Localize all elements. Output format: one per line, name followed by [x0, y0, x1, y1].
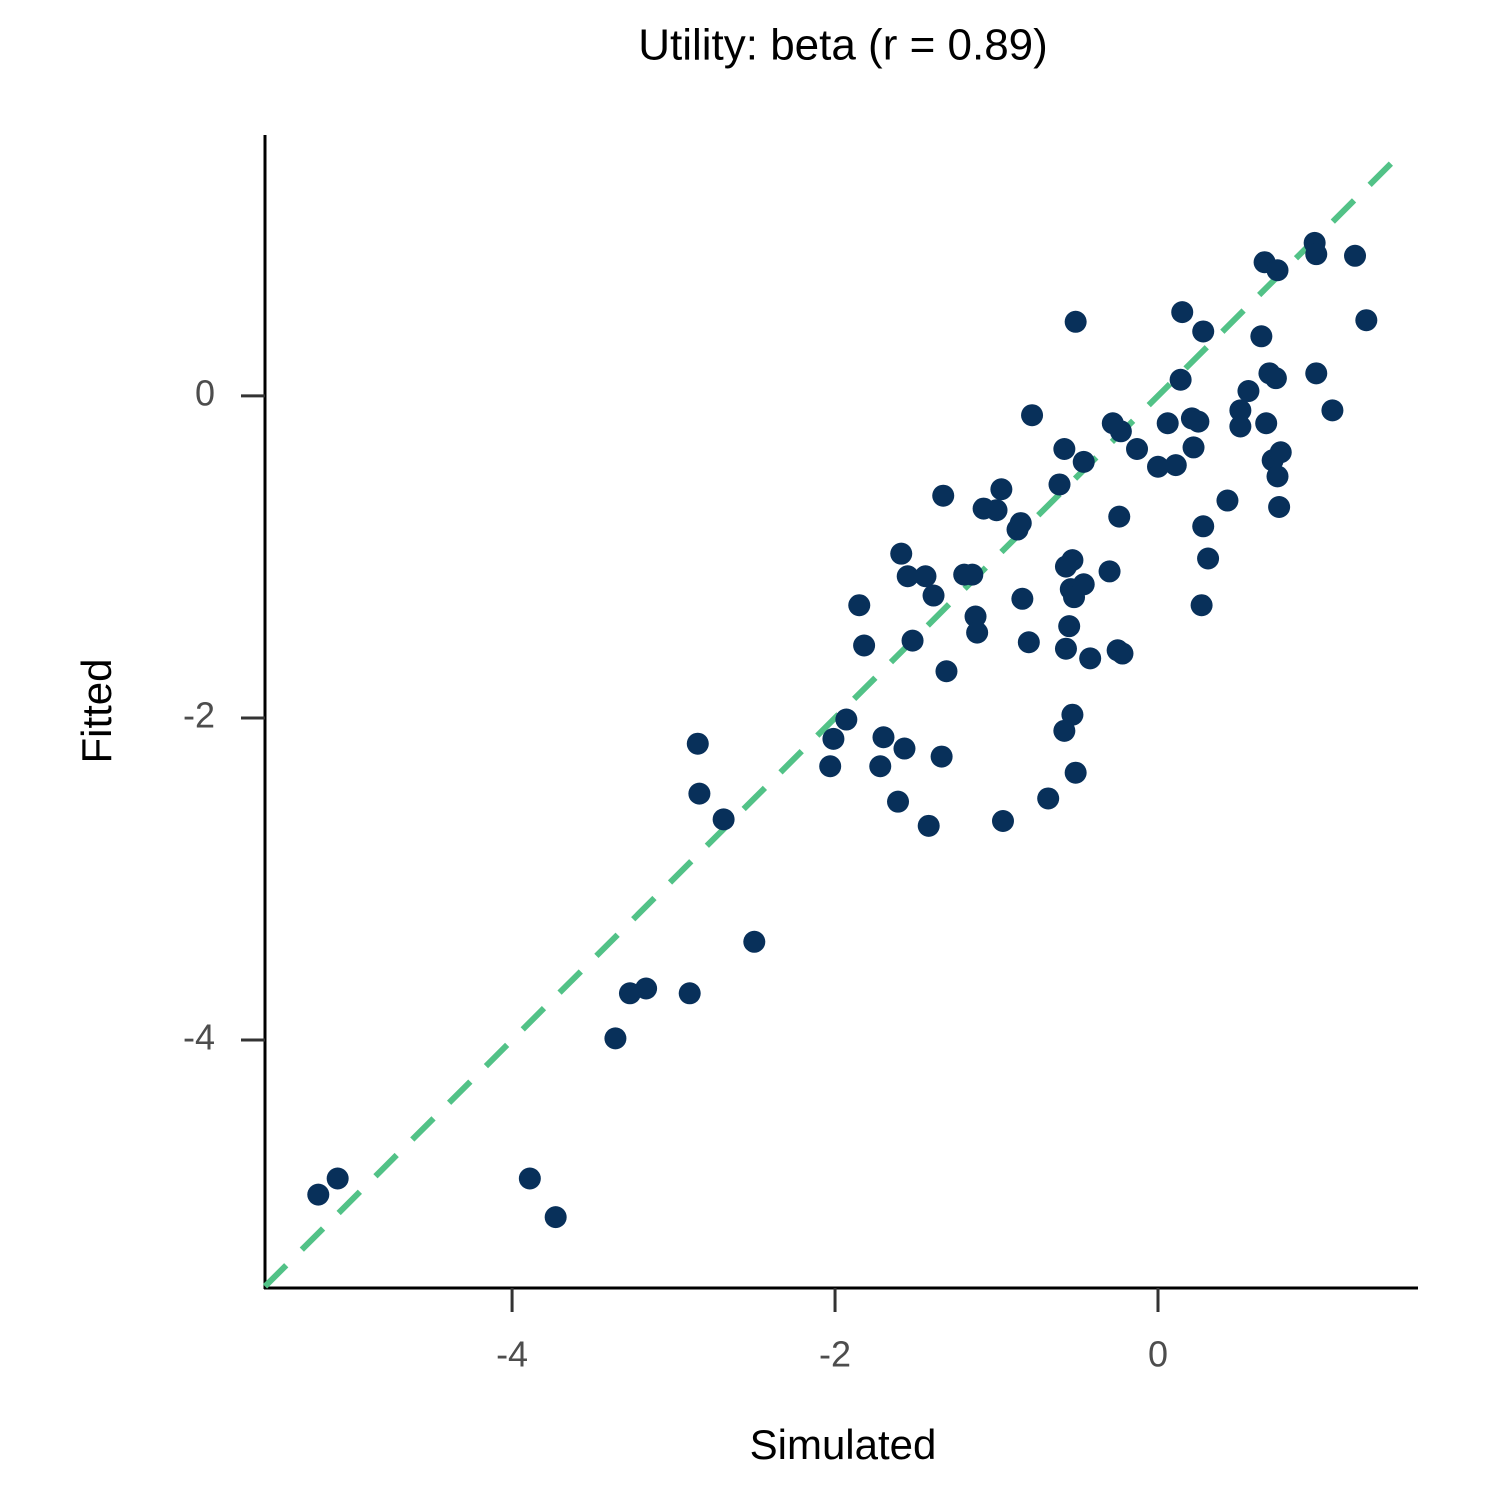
point [1266, 465, 1289, 488]
point [991, 810, 1014, 833]
point [964, 605, 987, 628]
point [1072, 450, 1095, 473]
x-tick-label: 0 [1148, 1334, 1168, 1375]
point [961, 563, 984, 586]
point [1061, 703, 1084, 726]
point [326, 1167, 349, 1190]
point [1305, 243, 1328, 266]
point [1192, 320, 1215, 343]
point [1269, 441, 1292, 464]
point [712, 808, 735, 831]
point [893, 737, 916, 760]
x-axis-label: Simulated [750, 1421, 937, 1468]
point [1250, 325, 1273, 348]
point [819, 755, 842, 778]
point [896, 565, 919, 588]
point [869, 755, 892, 778]
point [1011, 587, 1034, 610]
y-tick-label: -4 [183, 1017, 215, 1058]
point [686, 732, 709, 755]
point [1216, 489, 1239, 512]
point [1109, 420, 1132, 443]
point [1229, 399, 1252, 422]
point [1017, 631, 1040, 654]
point [901, 629, 924, 652]
point [917, 814, 940, 837]
point [890, 542, 913, 565]
point [1321, 399, 1344, 422]
point [1058, 615, 1081, 638]
point [1171, 301, 1194, 324]
point [1266, 259, 1289, 282]
point [1197, 547, 1220, 570]
point [1355, 309, 1378, 332]
point [930, 745, 953, 768]
point [635, 977, 658, 1000]
point [1268, 495, 1291, 518]
point [1054, 637, 1077, 660]
point [914, 565, 937, 588]
point [604, 1027, 627, 1050]
identity-line [262, 150, 1404, 1289]
point [1156, 412, 1179, 435]
point [1305, 362, 1328, 385]
point [518, 1167, 541, 1190]
point [1108, 505, 1131, 528]
point [1126, 438, 1149, 461]
x-tick-label: -4 [496, 1334, 528, 1375]
point [1237, 380, 1260, 403]
point [1187, 410, 1210, 433]
point [1072, 573, 1095, 596]
point [1021, 404, 1044, 427]
point [935, 660, 958, 683]
point [872, 726, 895, 749]
y-tick-label: -2 [183, 694, 215, 735]
point [932, 484, 955, 507]
point [1079, 647, 1102, 670]
point [1192, 515, 1215, 538]
point [1048, 473, 1071, 496]
point [743, 930, 766, 953]
x-tick-label: -2 [819, 1334, 851, 1375]
point [678, 982, 701, 1005]
point [835, 708, 858, 731]
y-axis-label: Fitted [73, 658, 120, 763]
point [1147, 455, 1170, 478]
point [887, 790, 910, 813]
point [848, 594, 871, 617]
y-tick-label: 0 [195, 372, 215, 413]
point [966, 621, 989, 644]
point [1053, 438, 1076, 461]
point [990, 478, 1013, 501]
point [1064, 761, 1087, 784]
point [1098, 560, 1121, 583]
point [1264, 367, 1287, 390]
point [1255, 412, 1278, 435]
point [853, 634, 876, 657]
point [1169, 368, 1192, 391]
point [688, 782, 711, 805]
point [1064, 310, 1087, 333]
point [1037, 787, 1060, 810]
point [1344, 244, 1367, 267]
point [1182, 436, 1205, 459]
point [307, 1183, 330, 1206]
point [1111, 642, 1134, 665]
point [922, 584, 945, 607]
point [822, 727, 845, 750]
point [1229, 415, 1252, 438]
point [544, 1206, 567, 1229]
point [1190, 594, 1213, 617]
point [1009, 512, 1032, 535]
point [1061, 549, 1084, 572]
chart-title: Utility: beta (r = 0.89) [638, 21, 1048, 70]
point [1164, 454, 1187, 477]
point [985, 499, 1008, 522]
